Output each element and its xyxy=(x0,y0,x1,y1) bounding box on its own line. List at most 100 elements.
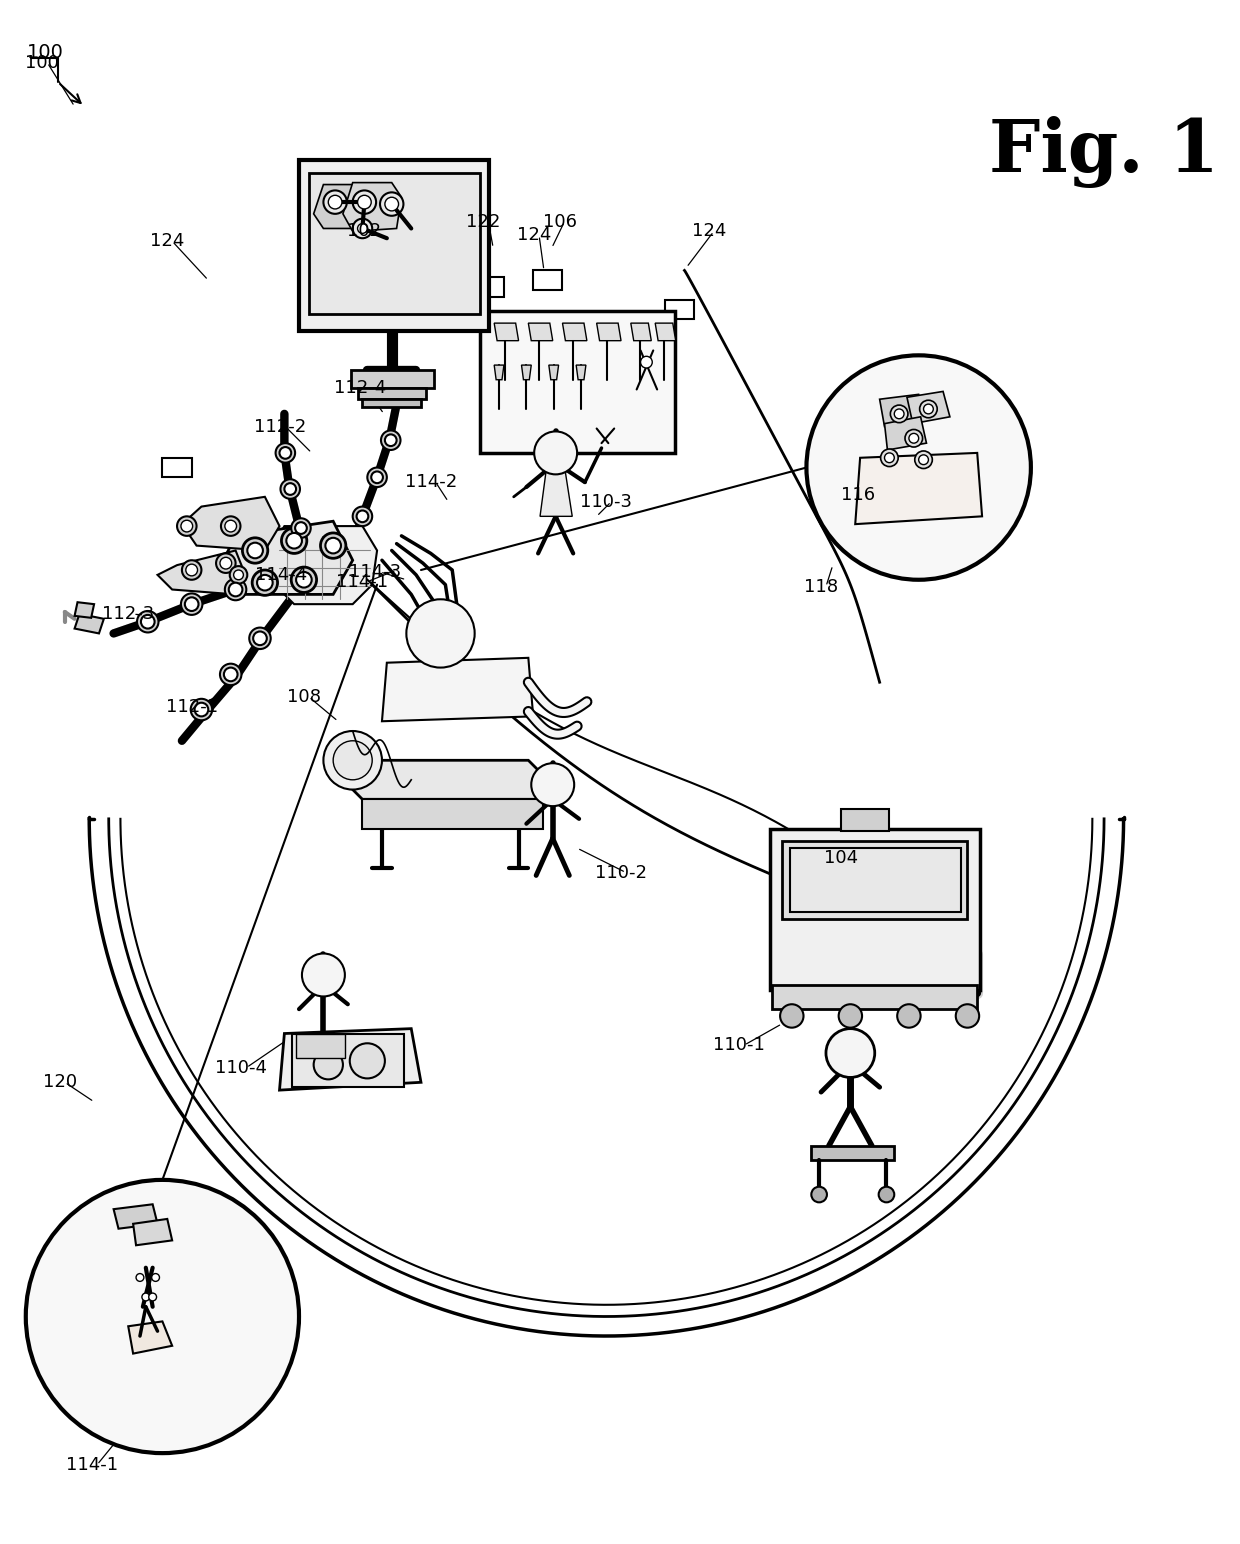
Circle shape xyxy=(334,741,372,780)
Polygon shape xyxy=(655,323,676,341)
Circle shape xyxy=(920,400,937,418)
Circle shape xyxy=(181,520,192,533)
Circle shape xyxy=(284,483,296,496)
Circle shape xyxy=(224,579,247,601)
Circle shape xyxy=(233,570,243,579)
Circle shape xyxy=(534,431,577,474)
Circle shape xyxy=(324,190,347,213)
Circle shape xyxy=(379,193,403,216)
Circle shape xyxy=(219,557,232,570)
Polygon shape xyxy=(270,527,377,604)
Text: 110-1: 110-1 xyxy=(713,1036,765,1055)
Polygon shape xyxy=(522,364,531,380)
Circle shape xyxy=(185,598,198,611)
Text: 110-3: 110-3 xyxy=(580,493,632,511)
Bar xyxy=(665,300,694,320)
Circle shape xyxy=(919,455,929,465)
Bar xyxy=(351,371,434,388)
Polygon shape xyxy=(563,323,587,341)
Polygon shape xyxy=(314,185,367,229)
Text: 116: 116 xyxy=(841,486,875,503)
Circle shape xyxy=(641,357,652,367)
Circle shape xyxy=(806,355,1030,579)
Text: 112-3: 112-3 xyxy=(102,605,154,622)
Circle shape xyxy=(26,1180,299,1453)
Circle shape xyxy=(191,699,212,721)
Text: 120: 120 xyxy=(43,1073,77,1092)
Bar xyxy=(299,161,490,330)
Circle shape xyxy=(151,1274,160,1282)
Circle shape xyxy=(253,631,267,645)
Circle shape xyxy=(291,519,311,537)
Circle shape xyxy=(224,667,238,681)
Circle shape xyxy=(357,195,371,208)
Circle shape xyxy=(247,542,263,559)
Bar xyxy=(841,809,889,831)
Polygon shape xyxy=(157,551,246,594)
Circle shape xyxy=(257,574,273,590)
Circle shape xyxy=(182,560,201,579)
Bar xyxy=(309,173,480,315)
Circle shape xyxy=(228,582,242,596)
Circle shape xyxy=(224,520,237,533)
Circle shape xyxy=(381,431,401,449)
Text: 122: 122 xyxy=(466,213,501,230)
Polygon shape xyxy=(128,1322,172,1354)
Circle shape xyxy=(136,1274,144,1282)
Polygon shape xyxy=(74,615,104,633)
Text: 102: 102 xyxy=(347,222,382,241)
Circle shape xyxy=(329,195,342,208)
Bar xyxy=(773,985,977,1010)
Polygon shape xyxy=(347,760,543,800)
Circle shape xyxy=(296,571,311,588)
Polygon shape xyxy=(528,323,553,341)
Circle shape xyxy=(314,1050,343,1079)
Text: 112-4: 112-4 xyxy=(335,378,387,397)
Polygon shape xyxy=(631,323,651,341)
Circle shape xyxy=(141,615,155,628)
Circle shape xyxy=(252,570,278,596)
Circle shape xyxy=(281,528,306,553)
Polygon shape xyxy=(221,522,352,594)
Circle shape xyxy=(221,516,241,536)
Text: 118: 118 xyxy=(804,577,838,596)
Circle shape xyxy=(141,1292,150,1302)
Text: 110-4: 110-4 xyxy=(216,1059,268,1076)
Text: 100: 100 xyxy=(26,54,60,71)
Circle shape xyxy=(880,449,898,466)
Polygon shape xyxy=(133,1218,172,1246)
Polygon shape xyxy=(495,364,503,380)
Polygon shape xyxy=(114,1204,157,1229)
Circle shape xyxy=(826,1028,874,1078)
Bar xyxy=(480,312,675,452)
Circle shape xyxy=(352,219,372,238)
Circle shape xyxy=(384,198,398,212)
Circle shape xyxy=(295,522,306,534)
Text: 114-4: 114-4 xyxy=(255,567,308,584)
Text: 114-2: 114-2 xyxy=(404,472,456,491)
Circle shape xyxy=(242,537,268,564)
Circle shape xyxy=(915,451,932,468)
Circle shape xyxy=(320,533,346,559)
Circle shape xyxy=(249,627,270,648)
Polygon shape xyxy=(541,472,572,516)
Circle shape xyxy=(352,190,376,213)
Polygon shape xyxy=(382,658,533,721)
Text: 124: 124 xyxy=(150,232,185,250)
Circle shape xyxy=(879,1187,894,1203)
Circle shape xyxy=(890,405,908,423)
Polygon shape xyxy=(884,417,926,449)
Polygon shape xyxy=(182,497,279,551)
Circle shape xyxy=(531,763,574,806)
Polygon shape xyxy=(279,1028,422,1090)
Bar xyxy=(296,1033,345,1058)
Circle shape xyxy=(884,452,894,463)
Circle shape xyxy=(811,1187,827,1203)
Circle shape xyxy=(324,730,382,789)
Polygon shape xyxy=(343,182,402,232)
Polygon shape xyxy=(856,452,982,523)
Text: 124: 124 xyxy=(692,222,727,241)
Bar xyxy=(475,278,503,296)
Circle shape xyxy=(286,533,303,548)
Polygon shape xyxy=(596,323,621,341)
